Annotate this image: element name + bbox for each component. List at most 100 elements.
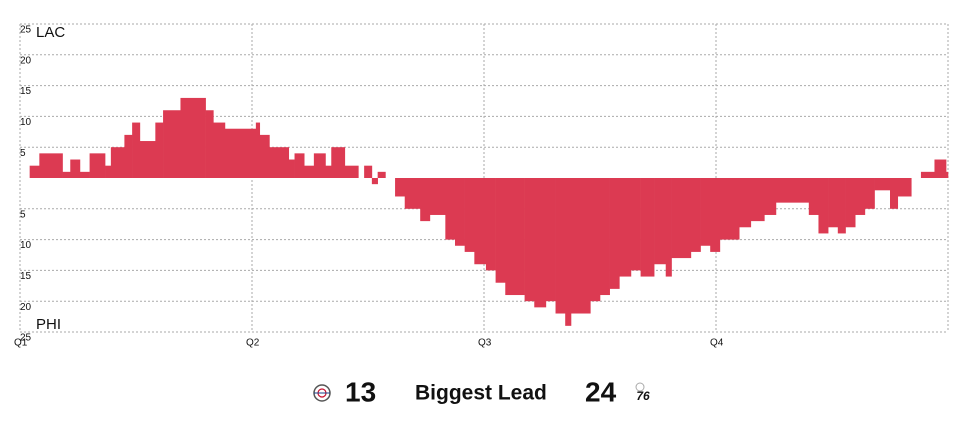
lead-bar (163, 110, 181, 178)
lead-bar (395, 178, 406, 197)
lead-bar (29, 165, 40, 178)
lead-bar (934, 159, 947, 178)
away-biggest-lead: 24 (585, 376, 617, 407)
lead-bar (524, 178, 535, 302)
lead-bar (920, 171, 935, 178)
lead-bar (70, 159, 81, 178)
away-logo: 76 (635, 382, 650, 403)
y-tick-label: 25 (20, 25, 32, 36)
lead-bar (555, 178, 566, 314)
lead-bar (313, 153, 326, 178)
y-tick-label: 20 (20, 302, 32, 313)
lead-bar (404, 178, 421, 209)
lead-bar (455, 178, 465, 246)
lead-bar (294, 153, 305, 178)
footer: 13 Biggest Lead 24 76 (313, 376, 650, 407)
lead-bar (710, 178, 721, 252)
lead-bar (818, 178, 829, 234)
lead-bar (654, 178, 667, 265)
lead-bar (474, 178, 487, 265)
lead-bar (180, 97, 206, 178)
x-tick-label: Q3 (478, 338, 492, 349)
lead-bar (371, 178, 378, 185)
lead-bar (505, 178, 525, 296)
lead-bar (485, 178, 496, 271)
lead-bar (255, 122, 261, 178)
lead-bar (690, 178, 701, 252)
y-tick-label: 20 (20, 55, 32, 66)
lead-bar (890, 178, 899, 209)
away-logo-text: 76 (636, 389, 650, 403)
lead-bar (304, 165, 315, 178)
lead-bar (110, 147, 125, 178)
y-tick-label: 10 (20, 240, 32, 251)
x-tick-label: Q1 (14, 338, 28, 349)
x-tick-label: Q4 (710, 338, 724, 349)
lead-bar (864, 178, 875, 209)
lead-bar (897, 178, 912, 197)
y-tick-label: 15 (20, 271, 32, 282)
lead-bar (39, 153, 63, 178)
team-label: LAC (36, 24, 65, 41)
lead-bar (155, 122, 164, 178)
lead-bar (837, 178, 846, 234)
lead-bar (445, 178, 456, 240)
lead-bar (565, 178, 572, 326)
lead-bar (534, 178, 547, 308)
lead-bar (124, 134, 133, 178)
lead-bar (331, 147, 346, 178)
lead-bar (630, 178, 641, 271)
lead-bar (325, 165, 332, 178)
lead-bar (545, 178, 556, 302)
home-biggest-lead: 13 (345, 376, 376, 407)
lead-bar (946, 171, 949, 178)
lead-bar (288, 159, 295, 178)
lead-bar (764, 178, 777, 215)
x-tick-label: Q2 (246, 338, 260, 349)
lead-bar (590, 178, 601, 302)
lead-bar (259, 134, 270, 178)
y-tick-label: 25 (20, 333, 32, 344)
y-tick-label: 5 (20, 148, 26, 159)
lead-bar (269, 147, 290, 178)
lead-bar (213, 122, 226, 178)
home-logo (313, 384, 331, 402)
lead-bar (344, 165, 359, 178)
lead-bar (640, 178, 655, 277)
lead-bar (224, 128, 257, 178)
lead-bar (619, 178, 632, 277)
team-label: PHI (36, 316, 61, 333)
lead-bar (377, 171, 386, 178)
lead-bar (775, 178, 810, 203)
lead-bar (105, 165, 112, 178)
lead-bar (139, 141, 156, 178)
lead-bar (671, 178, 692, 259)
y-tick-label: 10 (20, 117, 32, 128)
lead-bar (420, 178, 431, 222)
lead-bar (464, 178, 475, 252)
lead-bar (571, 178, 591, 314)
lead-bar (828, 178, 839, 228)
lead-bar (600, 178, 610, 296)
lead-bar (429, 178, 446, 215)
lead-bar (495, 178, 506, 283)
lead-bar (62, 171, 71, 178)
lead-bar (719, 178, 740, 240)
lead-bar (665, 178, 672, 277)
lead-bar (609, 178, 620, 289)
lead-bar (79, 171, 90, 178)
y-tick-label: 15 (20, 86, 32, 97)
lead-bar (89, 153, 106, 178)
biggest-lead-label: Biggest Lead (415, 382, 547, 405)
lead-bar (739, 178, 752, 228)
lead-bar (874, 178, 891, 191)
lead-bar (855, 178, 866, 215)
y-tick-label: 5 (20, 209, 26, 220)
lead-bar (808, 178, 819, 215)
lead-bar (700, 178, 711, 246)
lead-bar (205, 110, 214, 178)
lead-bar (364, 165, 373, 178)
lead-bar (132, 122, 141, 178)
